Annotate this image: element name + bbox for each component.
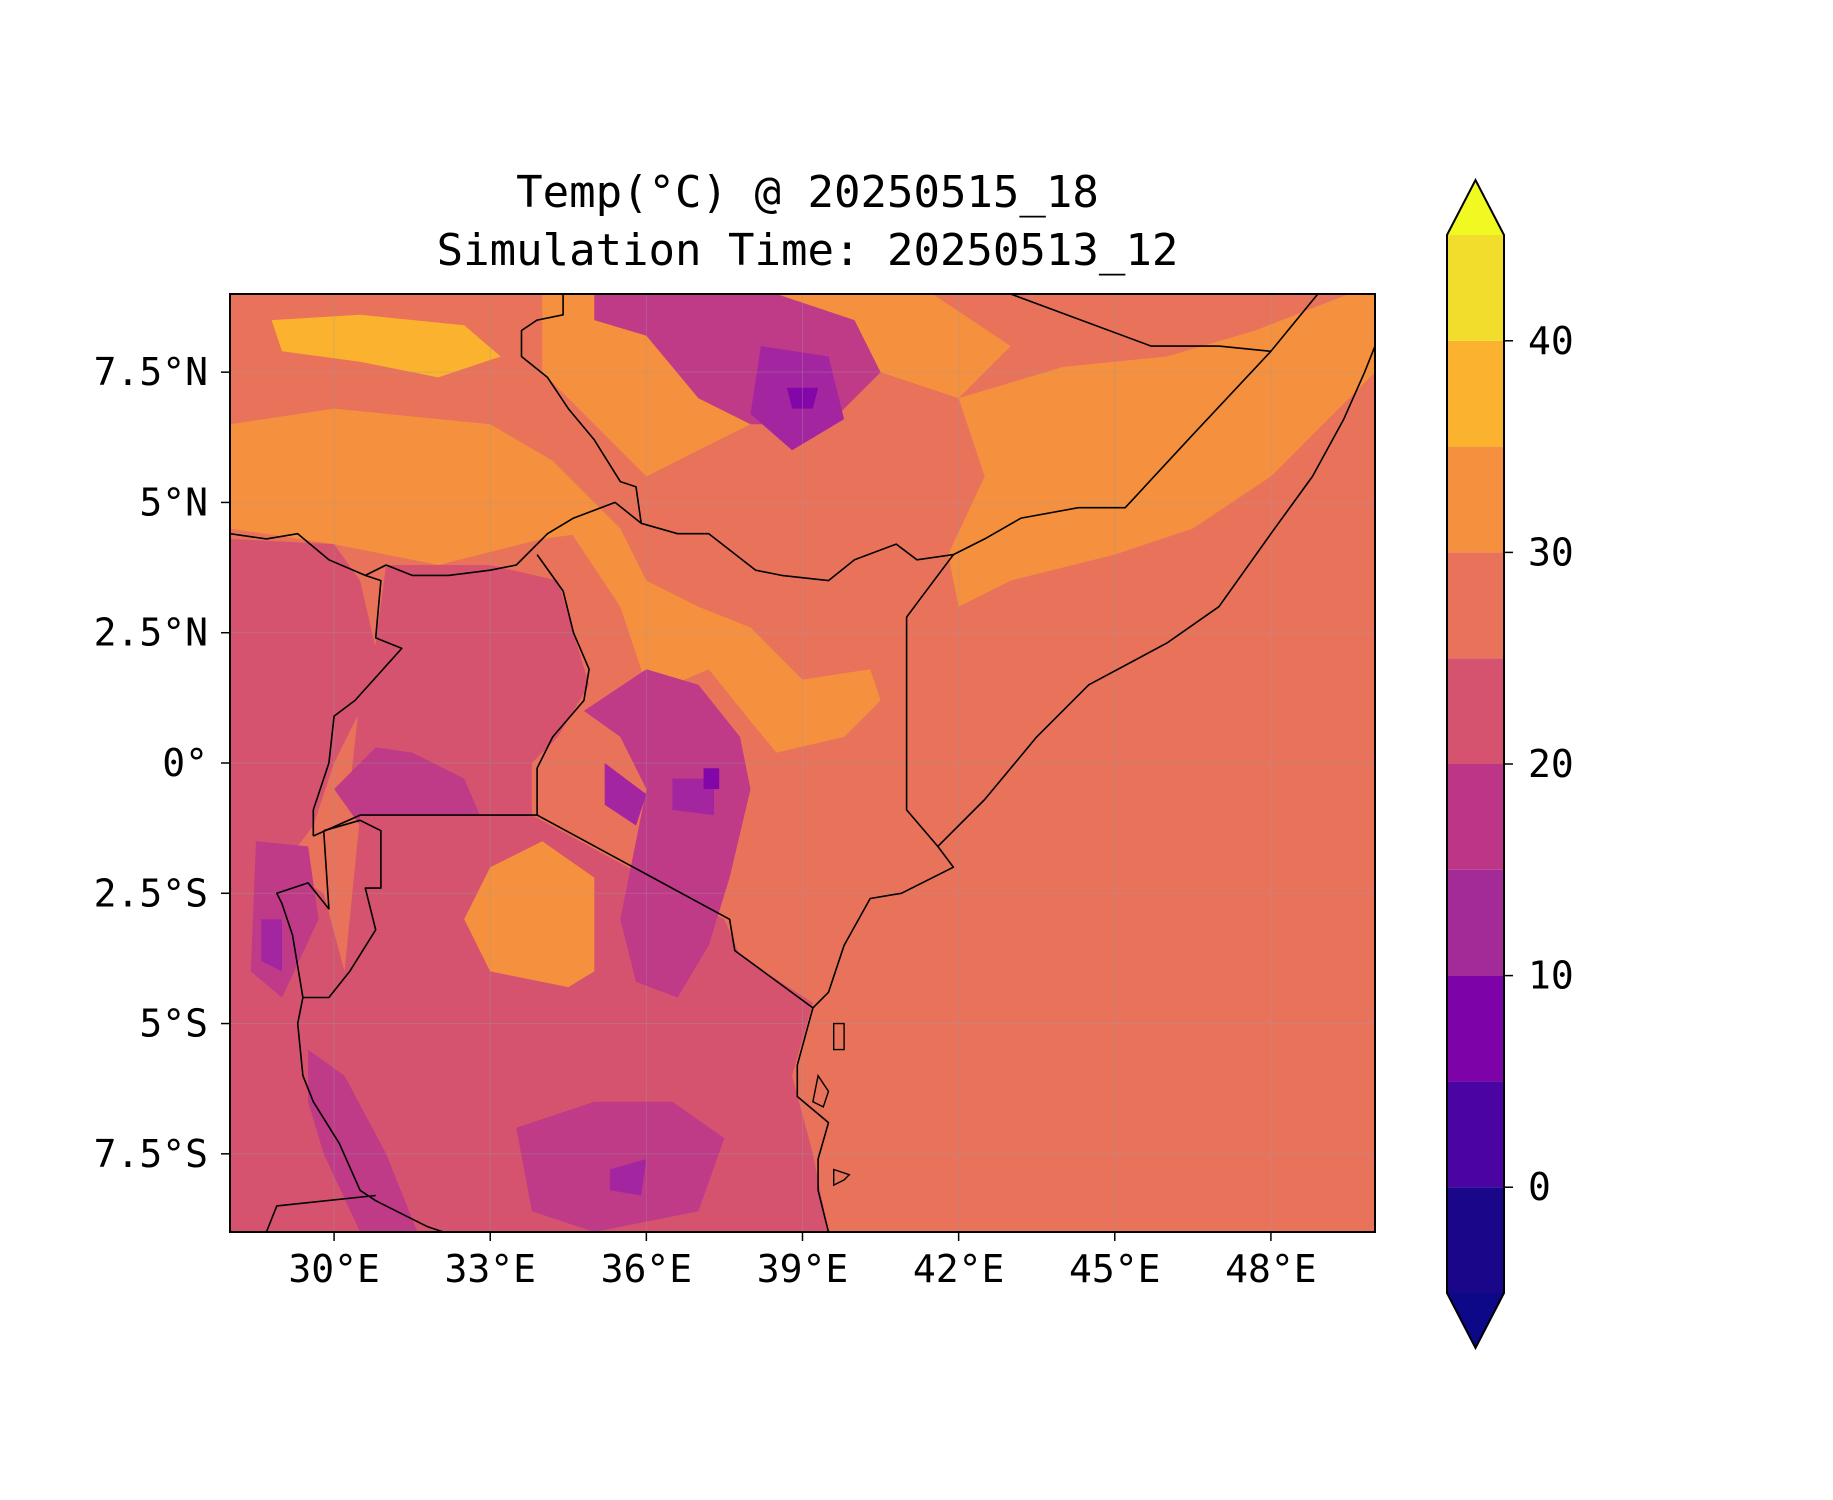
colorbar: 0 10 20 30 40 xyxy=(1446,177,1574,1351)
temperature-region-30-35 xyxy=(568,528,881,753)
x-tick-label: 48°E xyxy=(1225,1247,1317,1291)
title-line-1: Temp(°C) @ 20250515_18 xyxy=(516,167,1099,218)
colorbar-tick-label: 10 xyxy=(1528,954,1574,998)
island-outline xyxy=(833,1022,845,1051)
map-content xyxy=(230,294,1375,1232)
temperature-region-5-10 xyxy=(786,387,819,409)
temperature-region-30-35 xyxy=(948,294,1375,607)
border-line xyxy=(296,997,444,1232)
title-line-2: Simulation Time: 20250513_12 xyxy=(436,225,1179,276)
colorbar-segment xyxy=(1447,340,1504,447)
border-line xyxy=(1218,345,1271,353)
y-tick-label: 5°S xyxy=(139,1002,208,1046)
colorbar-segment xyxy=(1447,1187,1504,1293)
border-line xyxy=(520,294,642,524)
temperature-region-10-15 xyxy=(604,763,647,826)
colorbar-segment xyxy=(1447,235,1504,341)
border-line xyxy=(937,330,1375,847)
colorbar-tick-label: 40 xyxy=(1528,319,1574,363)
temperature-region-5-10 xyxy=(703,768,720,790)
map-gridlines xyxy=(230,294,1375,1232)
colorbar-segment xyxy=(1447,552,1504,659)
colorbar-segment xyxy=(1447,658,1504,764)
temperature-region-15-20 xyxy=(583,669,751,998)
border-line xyxy=(1010,294,1219,347)
colorbar-tick-label: 30 xyxy=(1528,530,1574,574)
border-line xyxy=(905,554,955,847)
y-tick-label: 0° xyxy=(162,741,208,785)
border-line xyxy=(230,294,1319,582)
temperature-region-20-25 xyxy=(230,538,376,868)
x-tick-label: 39°E xyxy=(757,1247,849,1291)
latitude-axis: 7.5°N 5°N 2.5°N 0° 2.5°S 5°S 7.5°S xyxy=(94,350,230,1176)
temperature-region-15-20 xyxy=(334,747,480,826)
temperature-region-30-35 xyxy=(230,408,621,565)
border-line xyxy=(796,845,955,1232)
colorbar-over-extend xyxy=(1447,180,1504,235)
colorbar-under-extend xyxy=(1447,1293,1504,1348)
longitude-axis: 30°E 33°E 36°E 39°E 42°E 45°E 48°E xyxy=(288,1232,1317,1291)
x-tick-label: 33°E xyxy=(444,1247,536,1291)
y-tick-label: 5°N xyxy=(139,480,208,524)
border-line xyxy=(536,554,590,816)
y-tick-label: 2.5°S xyxy=(94,871,208,915)
y-tick-label: 7.5°S xyxy=(94,1132,208,1176)
x-tick-label: 45°E xyxy=(1069,1247,1161,1291)
colorbar-segment xyxy=(1447,975,1504,1082)
chart-title: Temp(°C) @ 20250515_18 Simulation Time: … xyxy=(230,164,1385,280)
colorbar-segment xyxy=(1447,764,1504,870)
temperature-region-30-35 xyxy=(464,841,595,988)
colorbar-segment xyxy=(1447,446,1504,553)
border-line xyxy=(536,814,814,1009)
colorbar-outline xyxy=(1446,177,1505,1351)
temperature-region-10-15 xyxy=(261,919,282,972)
island-outline xyxy=(812,1073,830,1108)
border-line xyxy=(275,819,382,999)
colorbar-tick-label: 20 xyxy=(1528,742,1574,786)
colorbar-segment xyxy=(1447,869,1504,976)
island-outline xyxy=(833,1168,851,1187)
temperature-region-10-15 xyxy=(609,1159,647,1196)
border-line xyxy=(265,1194,376,1232)
y-tick-label: 7.5°N xyxy=(94,350,208,394)
country-borders xyxy=(230,294,1375,1232)
colorbar-segment xyxy=(1447,1081,1504,1188)
border-line xyxy=(312,574,403,836)
x-tick-label: 30°E xyxy=(288,1247,380,1291)
temperature-region-35-40 xyxy=(271,314,501,378)
x-tick-label: 36°E xyxy=(601,1247,693,1291)
y-tick-label: 2.5°N xyxy=(94,611,208,655)
temperature-region-15-20 xyxy=(308,1049,418,1232)
x-tick-label: 42°E xyxy=(913,1247,1005,1291)
colorbar-tick-label: 0 xyxy=(1528,1165,1551,1209)
